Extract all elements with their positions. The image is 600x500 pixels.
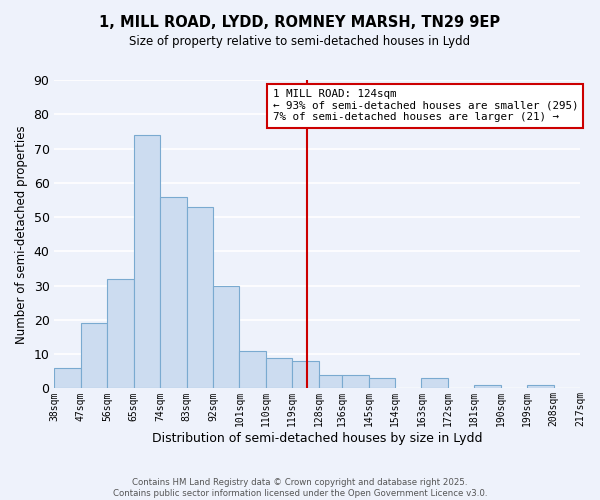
Bar <box>368 378 395 388</box>
Bar <box>239 350 266 389</box>
Bar <box>160 196 187 388</box>
Bar <box>266 358 292 388</box>
Bar <box>107 279 134 388</box>
Bar <box>319 374 342 388</box>
Bar <box>421 378 448 388</box>
X-axis label: Distribution of semi-detached houses by size in Lydd: Distribution of semi-detached houses by … <box>152 432 482 445</box>
Text: 1, MILL ROAD, LYDD, ROMNEY MARSH, TN29 9EP: 1, MILL ROAD, LYDD, ROMNEY MARSH, TN29 9… <box>100 15 500 30</box>
Text: 1 MILL ROAD: 124sqm
← 93% of semi-detached houses are smaller (295)
7% of semi-d: 1 MILL ROAD: 124sqm ← 93% of semi-detach… <box>272 90 578 122</box>
Bar <box>527 385 554 388</box>
Bar <box>342 374 368 388</box>
Bar <box>187 207 213 388</box>
Bar <box>292 361 319 388</box>
Text: Size of property relative to semi-detached houses in Lydd: Size of property relative to semi-detach… <box>130 35 470 48</box>
Bar <box>213 286 239 389</box>
Y-axis label: Number of semi-detached properties: Number of semi-detached properties <box>15 125 28 344</box>
Bar <box>81 324 107 388</box>
Bar <box>55 368 81 388</box>
Bar <box>474 385 501 388</box>
Bar <box>134 135 160 388</box>
Text: Contains HM Land Registry data © Crown copyright and database right 2025.
Contai: Contains HM Land Registry data © Crown c… <box>113 478 487 498</box>
